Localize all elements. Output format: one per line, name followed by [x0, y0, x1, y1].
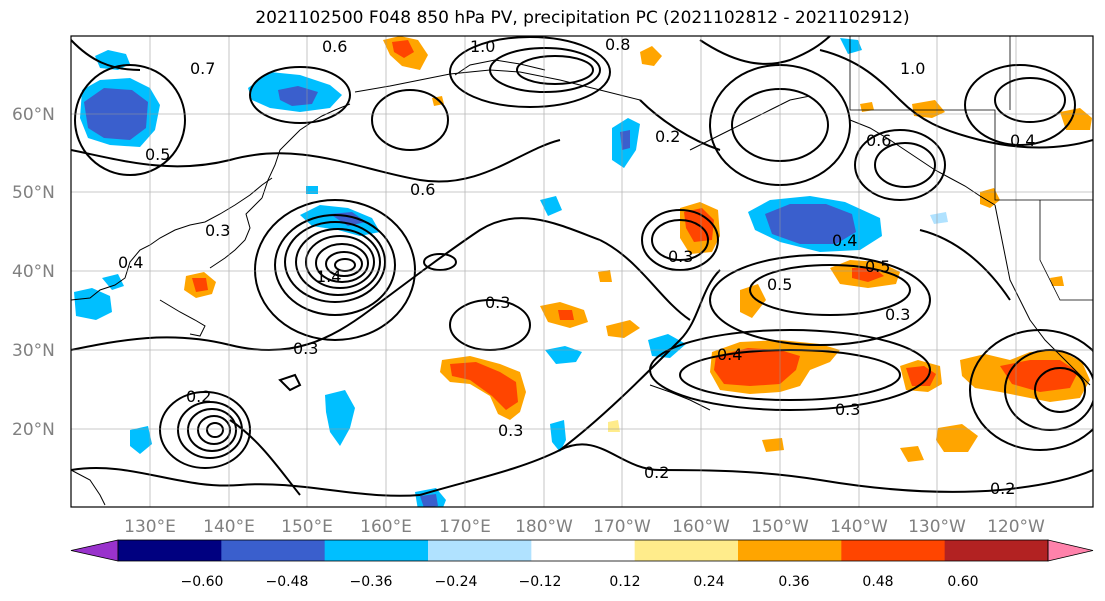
lon-label: 130°E — [124, 517, 176, 537]
contour-label: 0.3 — [205, 221, 230, 240]
contour-label: 0.2 — [990, 479, 1015, 498]
colorbar-segment — [221, 540, 326, 561]
lon-label: 170°W — [593, 517, 651, 537]
contour-label: 0.5 — [865, 257, 890, 276]
map-field: 0.6 0.7 0.5 0.3 0.4 1.0 0.8 0.2 0.6 0.3 … — [71, 35, 1093, 507]
lon-label: 160°W — [672, 517, 730, 537]
contour-label: 0.3 — [293, 339, 318, 358]
contour-label: 0.6 — [322, 37, 347, 56]
colorbar-tick-label: −0.12 — [519, 574, 562, 590]
contour-label: 0.2 — [186, 387, 211, 406]
colorbar-segment — [324, 540, 429, 561]
contour-label: 1.4 — [316, 267, 341, 286]
pv-contours — [71, 36, 1093, 497]
latitude-labels: 60°N 50°N 40°N 30°N 20°N — [12, 105, 55, 440]
colorbar-segment — [944, 540, 1049, 561]
contour-label: 0.3 — [498, 421, 523, 440]
lat-label: 60°N — [12, 105, 55, 125]
contour-label: 0.8 — [605, 35, 630, 54]
lon-label: 120°W — [987, 517, 1045, 537]
lat-label: 30°N — [12, 341, 55, 361]
contour-label: 0.2 — [644, 463, 669, 482]
contour-label: 1.0 — [470, 37, 495, 56]
contour-label: 0.4 — [832, 231, 857, 250]
colorbar-segment — [118, 540, 222, 561]
positive-anomaly-areas — [184, 36, 1092, 462]
colorbar-tick-label: 0.12 — [609, 574, 640, 590]
colorbar-tick-label: −0.48 — [266, 574, 309, 590]
colorbar-segment — [841, 540, 946, 561]
contour-label: 0.3 — [835, 400, 860, 419]
colorbar-segment — [428, 540, 532, 561]
contour-label: 0.2 — [655, 127, 680, 146]
contour-label: 0.6 — [410, 180, 435, 199]
colorbar-frame — [117, 539, 1049, 562]
contour-label: 0.5 — [767, 275, 792, 294]
colorbar-tick-label: 0.36 — [778, 574, 809, 590]
lon-label: 140°E — [203, 517, 255, 537]
contour-label: 0.3 — [485, 293, 510, 312]
lat-label: 20°N — [12, 420, 55, 440]
lon-label: 130°W — [908, 517, 966, 537]
contour-label: 0.3 — [885, 305, 910, 324]
colorbar-tick-label: −0.36 — [350, 574, 393, 590]
contour-labels: 0.6 0.7 0.5 0.3 0.4 1.0 0.8 0.2 0.6 0.3 … — [118, 35, 1035, 498]
longitude-labels: 130°E 140°E 150°E 160°E 170°E 180°W 170°… — [124, 517, 1045, 537]
colorbar-segment — [738, 540, 842, 561]
lon-label: 180°W — [515, 517, 573, 537]
colorbar-segment — [634, 540, 739, 561]
lon-label: 170°E — [439, 517, 491, 537]
colorbar-tick-label: 0.24 — [693, 574, 724, 590]
colorbar — [70, 539, 1094, 562]
colorbar-tick-label: 0.48 — [862, 574, 893, 590]
contour-label: 0.7 — [190, 59, 215, 78]
colorbar-extend-low — [70, 539, 119, 562]
map-title: 2021102500 F048 850 hPa PV, precipitatio… — [255, 8, 910, 28]
lat-label: 50°N — [12, 183, 55, 203]
contour-label: 0.6 — [866, 131, 891, 150]
lat-label: 40°N — [12, 262, 55, 282]
contour-label: 0.3 — [668, 247, 693, 266]
contour-label: 0.4 — [118, 253, 143, 272]
contour-label: 1.0 — [900, 59, 925, 78]
lon-label: 140°W — [830, 517, 888, 537]
borders — [849, 36, 1093, 301]
contour-label: 0.5 — [145, 145, 170, 164]
graticule — [71, 36, 1093, 507]
colorbar-segment — [531, 540, 636, 561]
contour-label: 0.4 — [1010, 131, 1035, 150]
colorbar-tick-label: −0.60 — [181, 574, 224, 590]
contour-label: 0.4 — [717, 345, 742, 364]
lon-label: 150°E — [281, 517, 333, 537]
colorbar-extend-high — [1047, 539, 1094, 562]
lon-label: 160°E — [360, 517, 412, 537]
colorbar-tick-label: −0.24 — [435, 574, 478, 590]
lon-label: 150°W — [751, 517, 809, 537]
colorbar-tick-labels: −0.60 −0.48 −0.36 −0.24 −0.12 0.12 0.24 … — [181, 574, 979, 590]
map-frame — [70, 35, 1094, 508]
negative-anomaly-areas — [74, 38, 948, 507]
colorbar-tick-label: 0.60 — [947, 574, 978, 590]
